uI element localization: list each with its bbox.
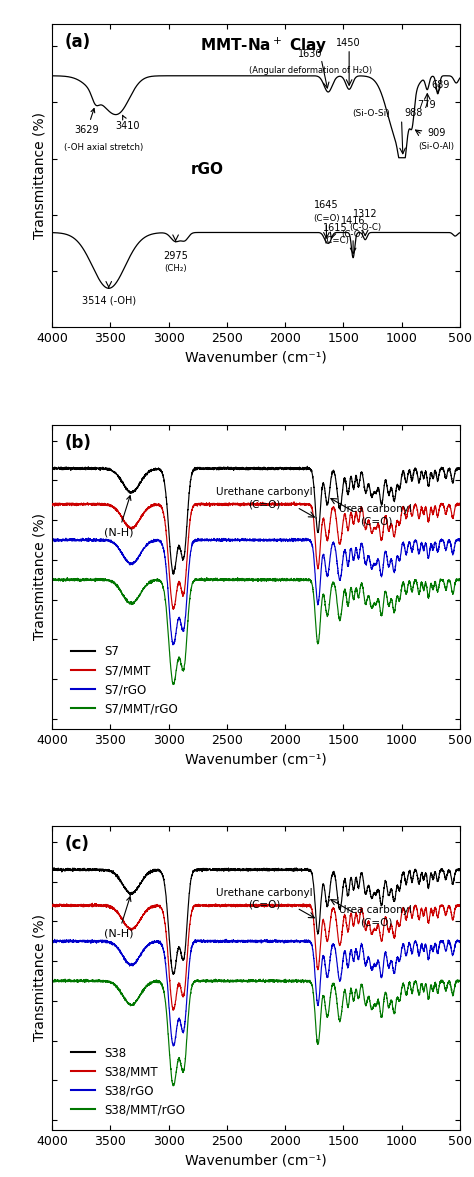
Text: 779: 779 (417, 100, 435, 109)
Y-axis label: Transmittance (%): Transmittance (%) (33, 112, 46, 239)
Text: (N-H): (N-H) (104, 496, 133, 538)
Text: 1615: 1615 (323, 222, 348, 233)
Text: rGO: rGO (191, 162, 224, 177)
X-axis label: Wavenumber (cm⁻¹): Wavenumber (cm⁻¹) (185, 351, 327, 365)
Text: 3514 (-OH): 3514 (-OH) (82, 295, 136, 306)
Text: MMT-Na$^+$ Clay: MMT-Na$^+$ Clay (201, 35, 328, 56)
Text: (C=O): (C=O) (313, 214, 340, 222)
Text: 1416: 1416 (341, 215, 365, 226)
Text: (b): (b) (64, 434, 91, 452)
Y-axis label: Transmittance (%): Transmittance (%) (33, 513, 46, 640)
Text: 1645: 1645 (314, 200, 339, 211)
Text: (N-H): (N-H) (104, 897, 133, 938)
Text: (Si-O-Al): (Si-O-Al) (419, 141, 455, 151)
Text: (Si-O-Si): (Si-O-Si) (352, 109, 390, 119)
Text: 988: 988 (404, 108, 423, 119)
Text: 3410: 3410 (116, 115, 140, 131)
Text: 1312: 1312 (353, 210, 377, 219)
Text: (C=O): (C=O) (248, 900, 280, 910)
Text: 1450: 1450 (336, 38, 360, 48)
Text: Urethane carbonyl: Urethane carbonyl (216, 887, 312, 898)
X-axis label: Wavenumber (cm⁻¹): Wavenumber (cm⁻¹) (185, 1153, 327, 1168)
Text: 909: 909 (427, 128, 446, 138)
Text: 3629: 3629 (75, 108, 100, 135)
Legend: S7, S7/MMT, S7/rGO, S7/MMT/rGO: S7, S7/MMT, S7/rGO, S7/MMT/rGO (66, 640, 182, 720)
Text: (C-O-C): (C-O-C) (349, 222, 381, 232)
Text: (a): (a) (64, 33, 91, 51)
Text: Urea carbonyl: Urea carbonyl (339, 505, 412, 514)
Text: (C=O): (C=O) (360, 517, 392, 526)
Text: (C=O): (C=O) (360, 917, 392, 927)
Text: 689: 689 (431, 80, 450, 91)
Text: (C=C): (C=C) (323, 237, 349, 246)
Text: (-OH axial stretch): (-OH axial stretch) (64, 142, 143, 152)
Text: 1630: 1630 (299, 49, 323, 59)
Text: (CH₂): (CH₂) (164, 265, 187, 273)
Text: (C=O): (C=O) (248, 499, 280, 510)
Y-axis label: Transmittance (%): Transmittance (%) (33, 915, 46, 1042)
Text: Urea carbonyl: Urea carbonyl (339, 905, 412, 916)
Text: Urethane carbonyl: Urethane carbonyl (216, 487, 312, 497)
X-axis label: Wavenumber (cm⁻¹): Wavenumber (cm⁻¹) (185, 752, 327, 766)
Text: (c): (c) (64, 836, 89, 853)
Legend: S38, S38/MMT, S38/rGO, S38/MMT/rGO: S38, S38/MMT, S38/rGO, S38/MMT/rGO (66, 1042, 190, 1121)
Text: (Angular deformation of H₂O): (Angular deformation of H₂O) (249, 66, 372, 75)
Text: 2975: 2975 (163, 251, 188, 260)
Text: (C-O): (C-O) (342, 230, 365, 239)
